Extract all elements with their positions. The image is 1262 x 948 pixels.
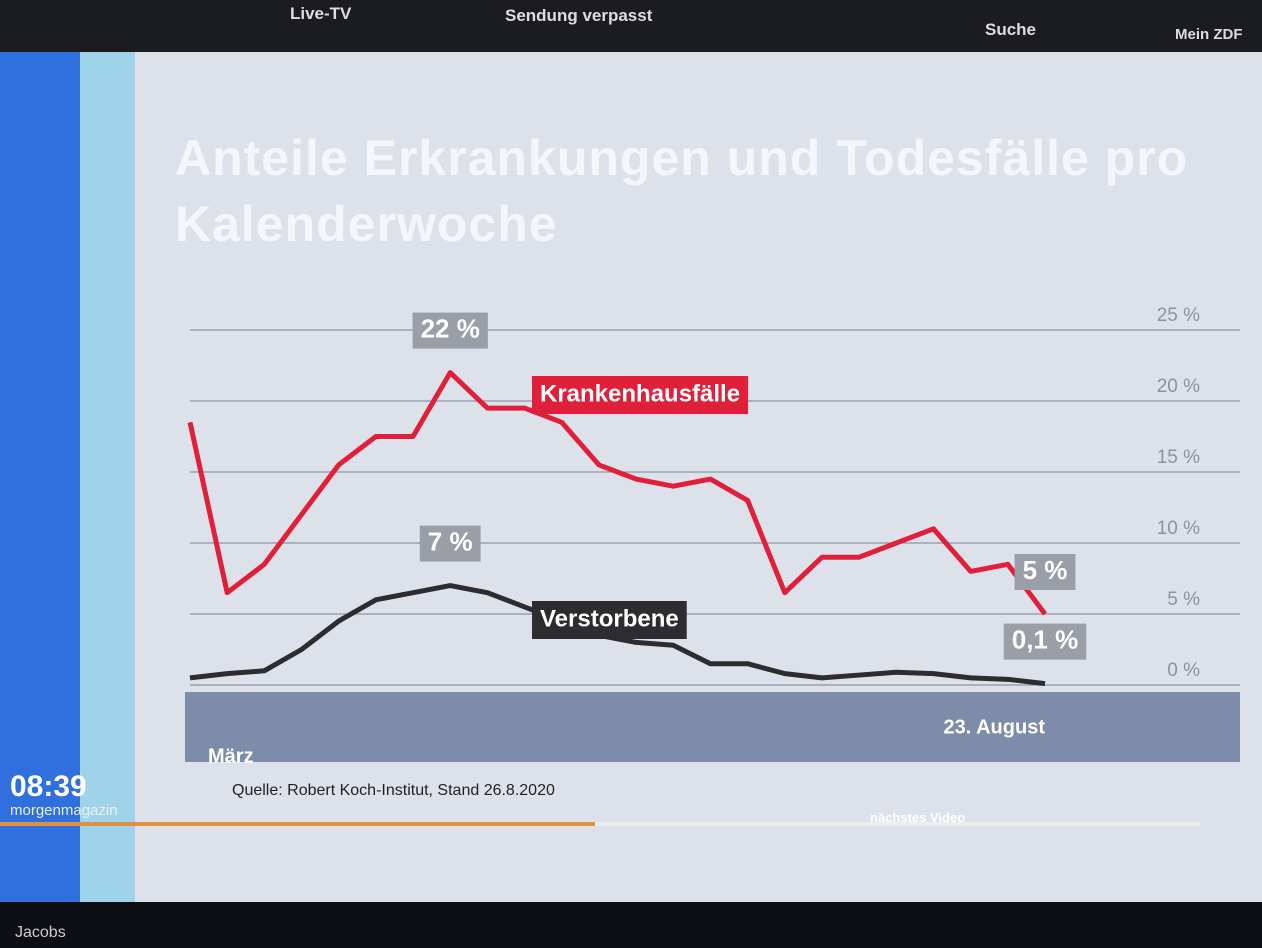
clock: 08:39	[10, 770, 87, 804]
show-name: morgenmagazin	[10, 802, 118, 819]
screen: Live-TV Sendung verpasst Suche Mein ZDF …	[0, 0, 1262, 948]
y-tick-label: 0 %	[1167, 660, 1200, 681]
x-tick-label: März	[208, 745, 254, 767]
y-tick-label: 25 %	[1157, 305, 1200, 326]
y-tick-label: 10 %	[1157, 518, 1200, 539]
taskbar-user: Jacobs	[15, 924, 66, 942]
chart: 0 % 5 % 10 % 15 % 20 % 25 % März 23. August Kran…	[0, 0, 1262, 948]
source: Quelle: Robert Koch-Institut, Stand 26.8…	[232, 782, 555, 800]
taskbar: Jacobs	[0, 902, 1262, 948]
series-label: Krankenhausfälle	[540, 380, 740, 407]
axis-band	[185, 692, 1240, 762]
data-label: 0,1 %	[1012, 624, 1079, 654]
y-tick-label: 20 %	[1157, 376, 1200, 397]
data-label: 22 %	[421, 313, 480, 343]
x-tick-label: 23. August	[944, 716, 1046, 738]
y-tick-label: 15 %	[1157, 447, 1200, 468]
data-label: 7 %	[428, 526, 473, 556]
progress-fill	[0, 822, 595, 826]
data-label: 5 %	[1023, 555, 1068, 585]
series-label: Verstorbene	[540, 605, 679, 632]
y-tick-label: 5 %	[1167, 589, 1200, 610]
next-video[interactable]: nächstes Video	[870, 810, 965, 825]
